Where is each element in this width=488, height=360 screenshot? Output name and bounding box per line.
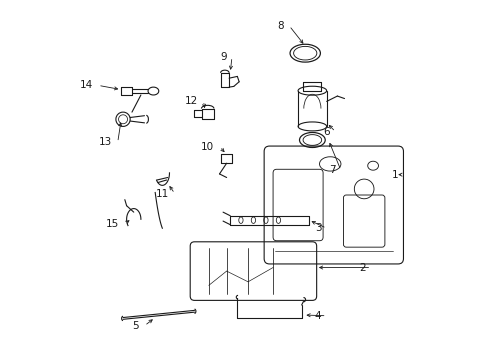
- Text: 3: 3: [314, 223, 321, 233]
- Text: 11: 11: [156, 189, 169, 199]
- Text: 14: 14: [79, 80, 93, 90]
- Text: 10: 10: [201, 142, 214, 152]
- Text: 13: 13: [99, 138, 112, 148]
- Text: 7: 7: [328, 165, 335, 175]
- Text: 5: 5: [132, 321, 139, 331]
- Text: 1: 1: [391, 170, 397, 180]
- Text: 9: 9: [220, 52, 226, 62]
- Text: 4: 4: [314, 311, 321, 321]
- Text: 12: 12: [184, 96, 198, 106]
- Text: 15: 15: [106, 219, 119, 229]
- Text: 6: 6: [323, 127, 329, 137]
- Text: 8: 8: [277, 21, 283, 31]
- Text: 2: 2: [359, 262, 365, 273]
